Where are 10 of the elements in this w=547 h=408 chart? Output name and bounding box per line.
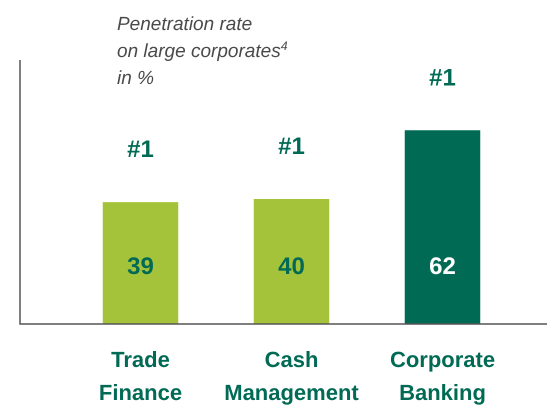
chart-title: Penetration rate on large corporates$^{4}$ in % <box>117 14 288 89</box>
annotation: #1 <box>278 133 305 160</box>
x-tick-label: Corporate Banking <box>390 347 496 405</box>
x-tick-label: Trade Finance <box>98 347 182 405</box>
data-label: 39 <box>127 253 154 280</box>
annotation: #1 <box>127 136 154 164</box>
x-tick-label: Cash Management <box>224 347 360 405</box>
data-label: 62 <box>429 253 456 280</box>
data-label: 40 <box>278 253 305 280</box>
text: #1 <box>429 64 456 92</box>
